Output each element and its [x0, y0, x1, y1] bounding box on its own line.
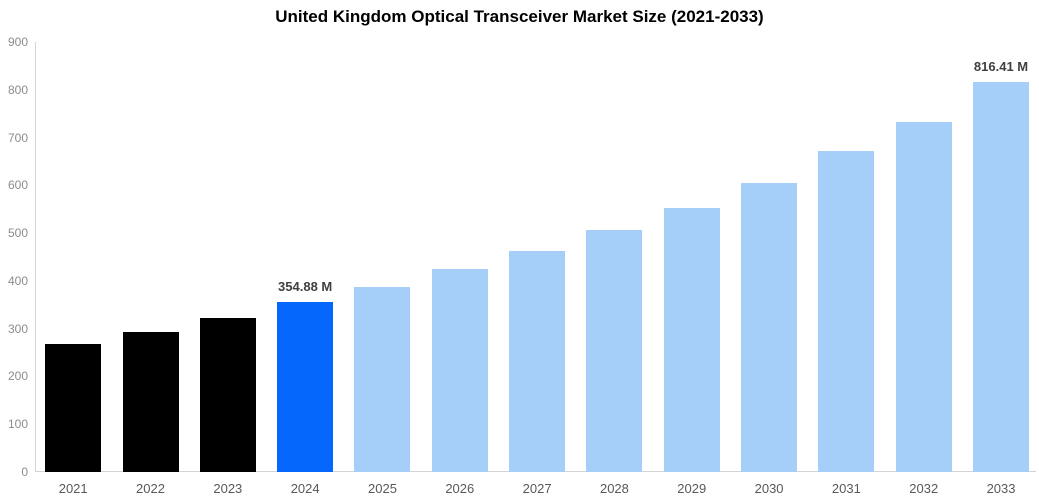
y-tick-label-800: 800 [7, 82, 28, 97]
x-tick-label-2030: 2030 [754, 481, 784, 496]
y-tick-label-0: 0 [21, 465, 28, 479]
bar-2022[interactable] [122, 331, 179, 472]
bar-2032[interactable] [895, 121, 952, 472]
y-axis-line [35, 42, 36, 472]
bar-2029[interactable] [663, 207, 720, 472]
y-tick-label-400: 400 [7, 273, 28, 288]
x-tick-label-2026: 2026 [445, 481, 475, 496]
x-tick-label-2025: 2025 [368, 481, 397, 496]
x-tick-label-2033: 2033 [986, 481, 1016, 496]
x-tick-label-2032: 2032 [909, 481, 939, 496]
bar-2021[interactable] [45, 343, 102, 472]
y-tick-label-700: 700 [7, 130, 28, 145]
y-tick-label-900: 900 [7, 35, 28, 49]
y-tick-label-600: 600 [7, 178, 28, 193]
y-tick-label-200: 200 [7, 369, 28, 384]
x-tick-label-2021: 2021 [58, 481, 88, 496]
bar-2031[interactable] [818, 150, 875, 472]
bar-2025[interactable] [354, 287, 411, 472]
y-tick-label-300: 300 [7, 321, 28, 336]
bar-2023[interactable] [199, 318, 256, 472]
value-label-2033: 816.41 M [973, 58, 1029, 74]
x-tick-label-2023: 2023 [213, 481, 243, 496]
x-tick-label-2022: 2022 [136, 481, 165, 496]
bar-2026[interactable] [431, 269, 488, 472]
value-label-2024: 354.88 M [278, 279, 333, 295]
x-tick-label-2027: 2027 [522, 481, 552, 496]
bar-2030[interactable] [741, 182, 798, 472]
bar-2033[interactable] [973, 81, 1030, 472]
chart-title: United Kingdom Optical Transceiver Marke… [275, 7, 764, 26]
y-tick-label-100: 100 [7, 417, 28, 432]
y-tick-label-500: 500 [7, 226, 28, 241]
bar-2028[interactable] [586, 230, 643, 472]
x-tick-label-2028: 2028 [599, 481, 629, 496]
x-tick-label-2029: 2029 [677, 481, 707, 496]
bar-2024[interactable] [277, 302, 334, 472]
x-tick-label-2031: 2031 [831, 481, 861, 496]
bar-2027[interactable] [509, 250, 566, 472]
x-tick-label-2024: 2024 [290, 481, 320, 496]
